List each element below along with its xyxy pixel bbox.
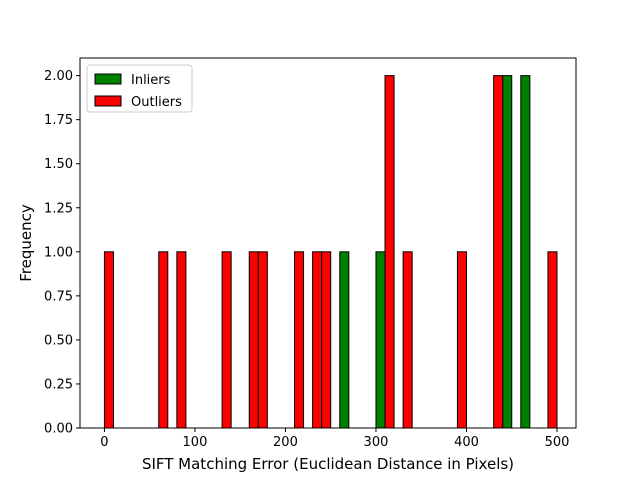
bar-outliers-5 — [257, 251, 268, 429]
bar-outliers-0 — [103, 251, 114, 429]
y-tick-label-4: 1.00 — [44, 245, 73, 260]
bar-outliers-9 — [384, 75, 395, 429]
x-tick-label-5: 500 — [545, 435, 570, 450]
y-tick-label-6: 1.50 — [44, 157, 73, 172]
x-tick-label-3: 300 — [364, 435, 389, 450]
bar-outliers-11 — [456, 251, 467, 429]
x-axis-label: SIFT Matching Error (Euclidean Distance … — [142, 455, 514, 473]
bar-outliers-3 — [221, 251, 232, 429]
y-tick-label-7: 1.75 — [44, 113, 73, 128]
y-axis-label: Frequency — [17, 204, 35, 282]
bar-outliers-4 — [248, 251, 259, 429]
bar-inliers-0 — [339, 251, 350, 429]
bars-group — [103, 75, 558, 429]
bar-outliers-1 — [158, 251, 169, 429]
y-tick-label-8: 2.00 — [44, 69, 73, 84]
legend-label-outliers: Outliers — [131, 95, 182, 110]
y-tick-label-3: 0.75 — [44, 289, 73, 304]
legend-label-inliers: Inliers — [131, 73, 171, 88]
bar-inliers-3 — [520, 75, 531, 429]
y-tick-label-1: 0.25 — [44, 377, 73, 392]
legend: Inliers Outliers — [86, 64, 193, 113]
bar-outliers-13 — [547, 251, 558, 429]
x-tick-label-2: 200 — [273, 435, 298, 450]
bar-outliers-2 — [176, 251, 187, 429]
y-tick-label-2: 0.50 — [44, 333, 73, 348]
plot-frame — [79, 57, 577, 429]
bar-inliers-2 — [502, 75, 513, 429]
bar-outliers-8 — [321, 251, 332, 429]
legend-swatch-outliers — [94, 95, 122, 107]
bar-outliers-12 — [493, 75, 504, 429]
x-tick-label-1: 100 — [183, 435, 208, 450]
x-tick-label-0: 0 — [100, 435, 108, 450]
y-tick-label-0: 0.00 — [44, 422, 73, 437]
bar-outliers-6 — [294, 251, 305, 429]
bar-inliers-1 — [375, 251, 386, 429]
legend-swatch-inliers — [94, 73, 122, 85]
x-tick-label-4: 400 — [454, 435, 479, 450]
bar-outliers-7 — [312, 251, 323, 429]
bar-outliers-10 — [402, 251, 413, 429]
y-tick-label-5: 1.25 — [44, 201, 73, 216]
axes-group: 0 100 200 300 400 500 0.00 0.25 0.50 0.75 1.00 1.25… — [44, 57, 577, 450]
